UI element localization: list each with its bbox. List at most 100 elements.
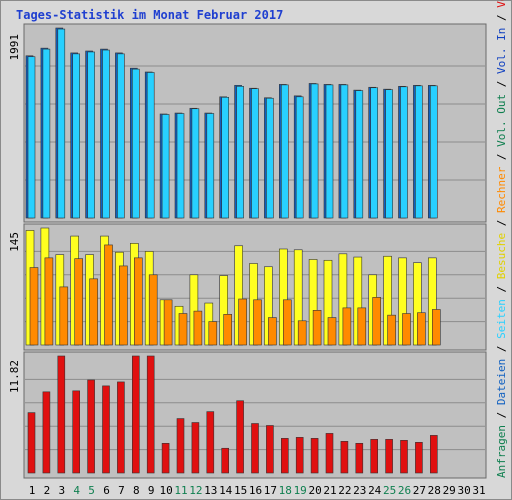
bar-rechner-day-21 [327, 317, 337, 346]
bar-rechner-day-7 [119, 265, 128, 346]
x-tick-label-5: 5 [88, 484, 95, 497]
bar-seiten-day-25 [385, 89, 393, 219]
bar-rechner-day-1 [29, 267, 39, 346]
bar-seiten-day-9 [146, 72, 155, 219]
side-legend-segment-6: Besuche [495, 233, 508, 279]
bar-seiten-day-1 [27, 56, 36, 219]
bar-seiten-day-27 [415, 85, 423, 219]
y-max-label-1: 1991 [8, 34, 21, 61]
bar-volumen-day-15 [236, 400, 244, 474]
side-legend-segment-9: / [495, 147, 508, 167]
bar-rechner-day-9 [148, 274, 158, 346]
side-legend-segment-14: Volumen [495, 0, 508, 8]
bar-volumen-day-17 [266, 425, 274, 474]
side-legend-segment-13: / [495, 8, 508, 28]
bar-volumen-day-12 [191, 422, 200, 474]
bar-volumen-day-8 [132, 355, 140, 474]
bar-volumen-day-16 [251, 423, 259, 474]
side-legend-segment-8: Rechner [495, 166, 508, 213]
bar-seiten-day-22 [340, 84, 349, 219]
bar-seiten-day-26 [400, 86, 408, 219]
x-tick-label-1: 1 [29, 484, 36, 497]
bar-volumen-day-6 [102, 385, 110, 474]
x-tick-label-9: 9 [148, 484, 155, 497]
y-max-label-3: 11.82 [8, 360, 21, 393]
bar-seiten-day-8 [132, 68, 140, 219]
bar-seiten-day-19 [295, 96, 304, 219]
bar-rechner-day-16 [253, 299, 262, 346]
side-legend-segment-0: Anfragen [495, 425, 508, 478]
side-legend: Anfragen / Dateien / Seiten / Besuche / … [495, 0, 508, 478]
bar-volumen-day-2 [42, 391, 51, 474]
bar-volumen-day-19 [295, 437, 304, 474]
bar-rechner-day-20 [312, 310, 322, 346]
x-tick-label-15: 15 [234, 484, 247, 497]
bar-volumen-day-28 [429, 435, 438, 474]
x-tick-label-6: 6 [103, 484, 110, 497]
bar-seiten-day-17 [266, 97, 274, 219]
bar-volumen-day-9 [146, 355, 155, 474]
x-tick-label-20: 20 [308, 484, 321, 497]
side-legend-segment-5: / [495, 279, 508, 299]
bar-rechner-day-23 [357, 307, 367, 346]
bar-rechner-day-25 [387, 314, 396, 346]
x-tick-label-29: 29 [443, 484, 456, 497]
bar-rechner-day-8 [134, 257, 143, 346]
bar-seiten-day-21 [325, 84, 334, 219]
bar-rechner-day-27 [417, 312, 426, 346]
y-axis-labels: 1991 145 11.82 [8, 34, 21, 393]
x-tick-label-2: 2 [44, 484, 51, 497]
bar-volumen-day-11 [176, 418, 185, 474]
bar-rechner-day-19 [297, 320, 307, 346]
bar-volumen-day-26 [400, 440, 408, 474]
bar-volumen-day-3 [57, 355, 66, 474]
bar-volumen-day-7 [117, 381, 125, 474]
bar-seiten-day-15 [236, 86, 244, 219]
bar-volumen-day-22 [340, 441, 349, 474]
x-tick-label-27: 27 [413, 484, 426, 497]
bar-seiten-day-20 [310, 83, 319, 219]
bar-volumen-day-5 [87, 379, 95, 474]
bar-volumen-day-10 [161, 443, 170, 474]
side-legend-segment-7: / [495, 213, 508, 233]
bar-volumen-day-4 [72, 390, 80, 474]
bar-seiten-day-3 [57, 28, 66, 219]
bar-seiten-day-14 [221, 96, 229, 219]
bar-seiten-day-2 [42, 48, 51, 219]
x-axis-labels: 1 2 3 4 5 6 7 8 9 10 11 12 13 14 15 16 17 18 19 20 21 22 23 24 2… [29, 484, 486, 497]
bar-seiten-day-4 [72, 53, 80, 219]
bar-rechner-day-3 [59, 286, 69, 346]
bar-seiten-day-5 [87, 51, 95, 219]
bar-seiten-day-23 [355, 90, 364, 219]
bar-rechner-day-14 [223, 314, 232, 346]
bar-seiten-day-16 [251, 88, 259, 219]
bar-volumen-day-18 [280, 438, 289, 474]
side-legend-text: Anfragen / Dateien / Seiten / Besuche / … [495, 0, 508, 478]
chart-title: Tages-Statistik im Monat Februar 2017 [16, 8, 284, 22]
bar-seiten-day-24 [370, 87, 379, 219]
side-legend-segment-3: / [495, 339, 508, 359]
x-tick-label-7: 7 [118, 484, 125, 497]
bar-rechner-day-10 [163, 299, 173, 346]
bar-seiten-day-28 [429, 85, 438, 219]
x-tick-label-19: 19 [294, 484, 307, 497]
bar-rechner-day-24 [372, 297, 382, 346]
x-tick-label-12: 12 [189, 484, 202, 497]
bar-rechner-day-2 [44, 257, 54, 346]
side-legend-segment-12: Vol. In [495, 28, 508, 74]
bar-rechner-day-26 [402, 313, 411, 346]
side-legend-segment-1: / [495, 405, 508, 425]
x-tick-label-3: 3 [58, 484, 65, 497]
side-legend-segment-2: Dateien [495, 359, 508, 405]
x-tick-label-10: 10 [159, 484, 172, 497]
x-tick-label-18: 18 [279, 484, 292, 497]
bar-seiten-day-6 [102, 49, 110, 219]
x-tick-label-17: 17 [264, 484, 277, 497]
x-tick-label-28: 28 [428, 484, 441, 497]
bar-seiten-day-11 [176, 113, 185, 219]
bar-volumen-day-25 [385, 439, 393, 474]
bar-volumen-day-23 [355, 443, 364, 474]
x-tick-label-8: 8 [133, 484, 140, 497]
bar-rechner-day-17 [268, 317, 277, 346]
